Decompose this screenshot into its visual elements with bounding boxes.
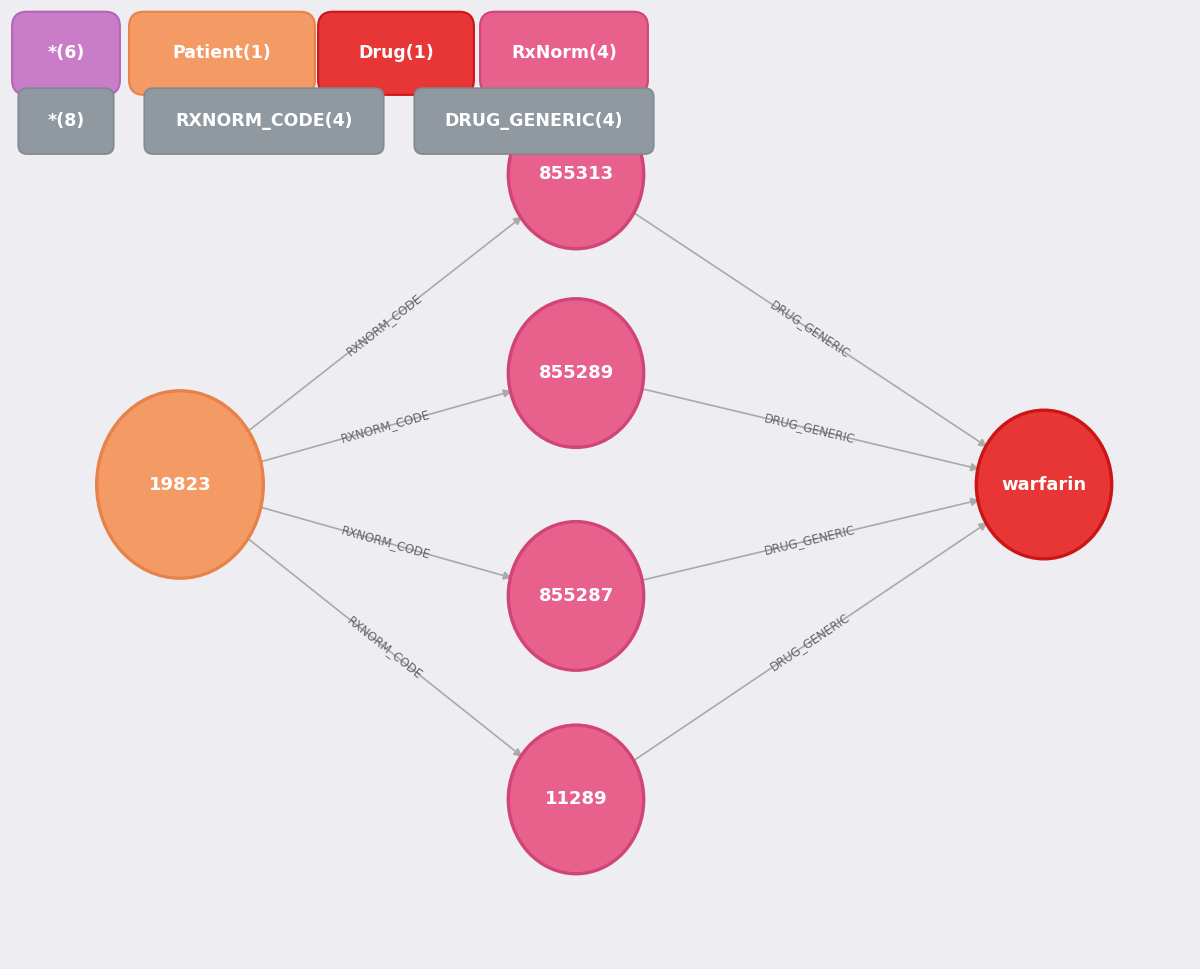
Text: *(6): *(6) — [47, 45, 85, 62]
Ellipse shape — [510, 300, 642, 446]
Ellipse shape — [510, 727, 642, 872]
Text: DRUG_GENERIC: DRUG_GENERIC — [768, 610, 852, 673]
FancyBboxPatch shape — [414, 88, 654, 154]
FancyBboxPatch shape — [18, 88, 114, 154]
Text: RXNORM_CODE(4): RXNORM_CODE(4) — [175, 112, 353, 130]
Text: RXNORM_CODE: RXNORM_CODE — [344, 613, 425, 681]
Ellipse shape — [506, 724, 646, 875]
Text: RxNorm(4): RxNorm(4) — [511, 45, 617, 62]
Text: DRUG_GENERIC: DRUG_GENERIC — [768, 298, 852, 360]
FancyBboxPatch shape — [144, 88, 384, 154]
Text: 855289: 855289 — [539, 364, 613, 382]
Text: *(8): *(8) — [47, 112, 85, 130]
Text: DRUG_GENERIC: DRUG_GENERIC — [763, 412, 857, 446]
Text: 19823: 19823 — [149, 476, 211, 493]
Ellipse shape — [974, 409, 1114, 560]
FancyBboxPatch shape — [130, 12, 314, 95]
Text: Patient(1): Patient(1) — [173, 45, 271, 62]
Ellipse shape — [510, 523, 642, 669]
FancyBboxPatch shape — [318, 12, 474, 95]
Ellipse shape — [510, 102, 642, 247]
Ellipse shape — [506, 99, 646, 250]
Ellipse shape — [506, 297, 646, 449]
Text: Drug(1): Drug(1) — [358, 45, 434, 62]
Text: DRUG_GENERIC(4): DRUG_GENERIC(4) — [445, 112, 623, 130]
Text: DRUG_GENERIC: DRUG_GENERIC — [763, 523, 857, 557]
Ellipse shape — [98, 392, 262, 577]
FancyBboxPatch shape — [12, 12, 120, 95]
FancyBboxPatch shape — [480, 12, 648, 95]
Text: RXNORM_CODE: RXNORM_CODE — [344, 291, 425, 358]
Text: RXNORM_CODE: RXNORM_CODE — [340, 408, 432, 446]
Ellipse shape — [506, 520, 646, 672]
Text: RXNORM_CODE: RXNORM_CODE — [340, 523, 432, 561]
Text: 855287: 855287 — [539, 587, 613, 605]
Text: warfarin: warfarin — [1002, 476, 1086, 493]
Text: 855313: 855313 — [539, 166, 613, 183]
Ellipse shape — [978, 412, 1110, 557]
Text: 11289: 11289 — [545, 791, 607, 808]
Ellipse shape — [95, 390, 265, 579]
